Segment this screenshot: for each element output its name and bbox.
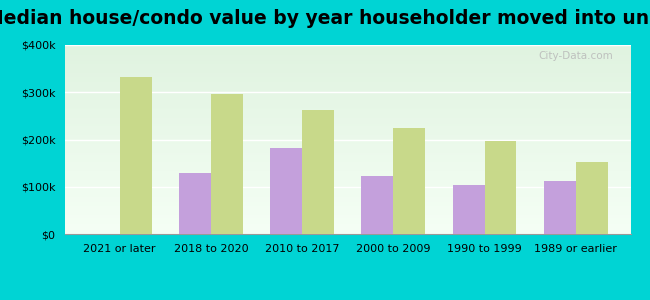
Legend: Clarksville City, Texas: Clarksville City, Texas — [241, 297, 454, 300]
Bar — [302, 110, 334, 234]
Bar — [484, 141, 517, 234]
Bar — [576, 162, 608, 234]
Bar — [211, 94, 243, 234]
Bar — [544, 181, 576, 234]
Bar — [270, 148, 302, 234]
Bar — [120, 77, 151, 234]
Bar — [179, 172, 211, 234]
Bar — [393, 128, 425, 234]
Bar — [361, 176, 393, 234]
Bar — [452, 185, 484, 234]
Text: Median house/condo value by year householder moved into unit: Median house/condo value by year househo… — [0, 9, 650, 28]
Text: City-Data.com: City-Data.com — [539, 51, 614, 61]
